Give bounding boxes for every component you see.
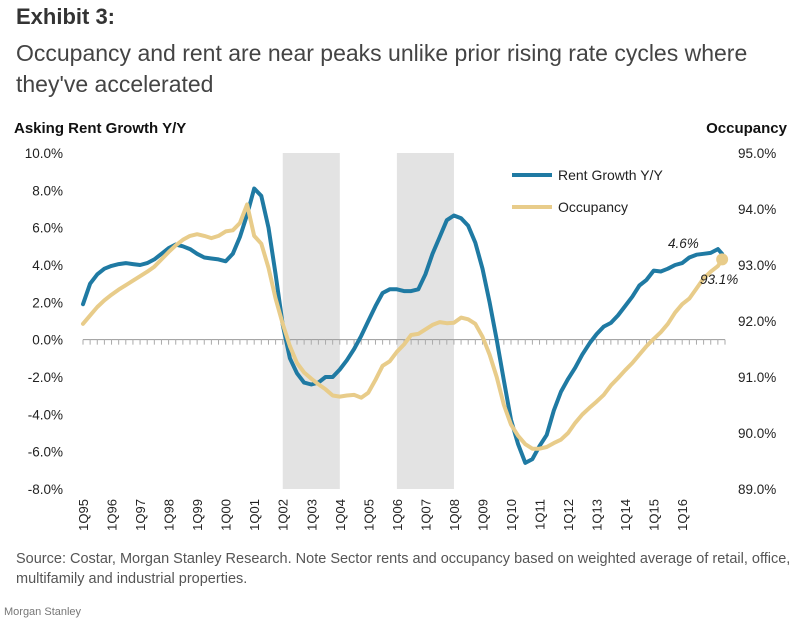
- y-left-tick-label: 6.0%: [32, 221, 63, 236]
- x-tick-label: 1Q10: [504, 499, 519, 531]
- series-line-rent-growth-y-y: [81, 186, 725, 465]
- y-right-tick-label: 93.0%: [738, 258, 776, 273]
- y-left-tick-label: -2.0%: [28, 370, 63, 385]
- x-tick-label: 1Q01: [247, 499, 262, 531]
- y-left-tick-label: -4.0%: [28, 407, 63, 422]
- y-right-tick-label: 91.0%: [738, 370, 776, 385]
- x-tick-label: 1Q04: [333, 499, 348, 531]
- x-tick-label: 1Q96: [105, 499, 120, 531]
- x-tick-label: 1Q14: [618, 499, 633, 531]
- annotation-occupancy-value: 93.1%: [700, 272, 738, 287]
- x-tick-label: 1Q16: [675, 499, 690, 531]
- x-tick-label: 1Q95: [76, 499, 91, 531]
- x-tick-label: 1Q99: [190, 499, 205, 531]
- y-right-tick-label: 95.0%: [738, 146, 776, 161]
- y-left-tick-label: 4.0%: [32, 258, 63, 273]
- y-right-tick-label: 89.0%: [738, 482, 776, 497]
- legend-label-occupancy: Occupancy: [558, 199, 628, 215]
- y-right-tick-label: 94.0%: [738, 202, 776, 217]
- footer-brand: Morgan Stanley: [4, 606, 82, 618]
- y-right-tick-label: 90.0%: [738, 426, 776, 441]
- x-tick-label: 1Q98: [162, 499, 177, 531]
- shaded-period-0: [282, 153, 340, 489]
- x-tick-label: 1Q02: [276, 499, 291, 531]
- exhibit-label: Exhibit 3:: [16, 4, 116, 29]
- line-chart: 10.0% 8.0% 6.0% 4.0% 2.0% 0.0% -2.0% -4.0% -6.0%…: [25, 146, 777, 531]
- chart-title: Occupancy and rent are near peaks unlike…: [16, 40, 748, 97]
- source-note: Source: Costar, Morgan Stanley Research.…: [16, 551, 791, 587]
- x-tick-label: 1Q97: [133, 499, 148, 531]
- x-tick-label: 1Q13: [590, 499, 605, 531]
- left-axis-title: Asking Rent Growth Y/Y: [14, 120, 187, 137]
- x-tick-label: 1Q07: [418, 499, 433, 531]
- y-left-tick-label: 0.0%: [32, 333, 63, 348]
- x-tick-label: 1Q05: [361, 499, 376, 531]
- x-tick-label: 1Q00: [219, 499, 234, 531]
- x-tick-label: 1Q11: [533, 499, 548, 530]
- y-right-tick-label: 92.0%: [738, 314, 776, 329]
- y-left-tick-label: -8.0%: [28, 482, 63, 497]
- y-left-tick-label: 8.0%: [32, 183, 63, 198]
- y-left-tick-label: 2.0%: [32, 295, 63, 310]
- right-axis-title: Occupancy: [706, 120, 787, 137]
- annotation-rent-value: 4.6%: [668, 236, 699, 251]
- y-left-tick-label: 10.0%: [25, 146, 63, 161]
- legend-label-rent: Rent Growth Y/Y: [558, 167, 663, 183]
- x-tick-label: 1Q15: [647, 499, 662, 531]
- x-tick-label: 1Q09: [475, 499, 490, 531]
- x-tick-label: 1Q08: [447, 499, 462, 531]
- y-left-tick-label: -6.0%: [28, 445, 63, 460]
- x-tick-label: 1Q03: [304, 499, 319, 531]
- occupancy-end-marker: [716, 253, 729, 266]
- series-line-occupancy: [81, 202, 725, 451]
- x-tick-label: 1Q12: [561, 499, 576, 531]
- x-tick-label: 1Q06: [390, 499, 405, 531]
